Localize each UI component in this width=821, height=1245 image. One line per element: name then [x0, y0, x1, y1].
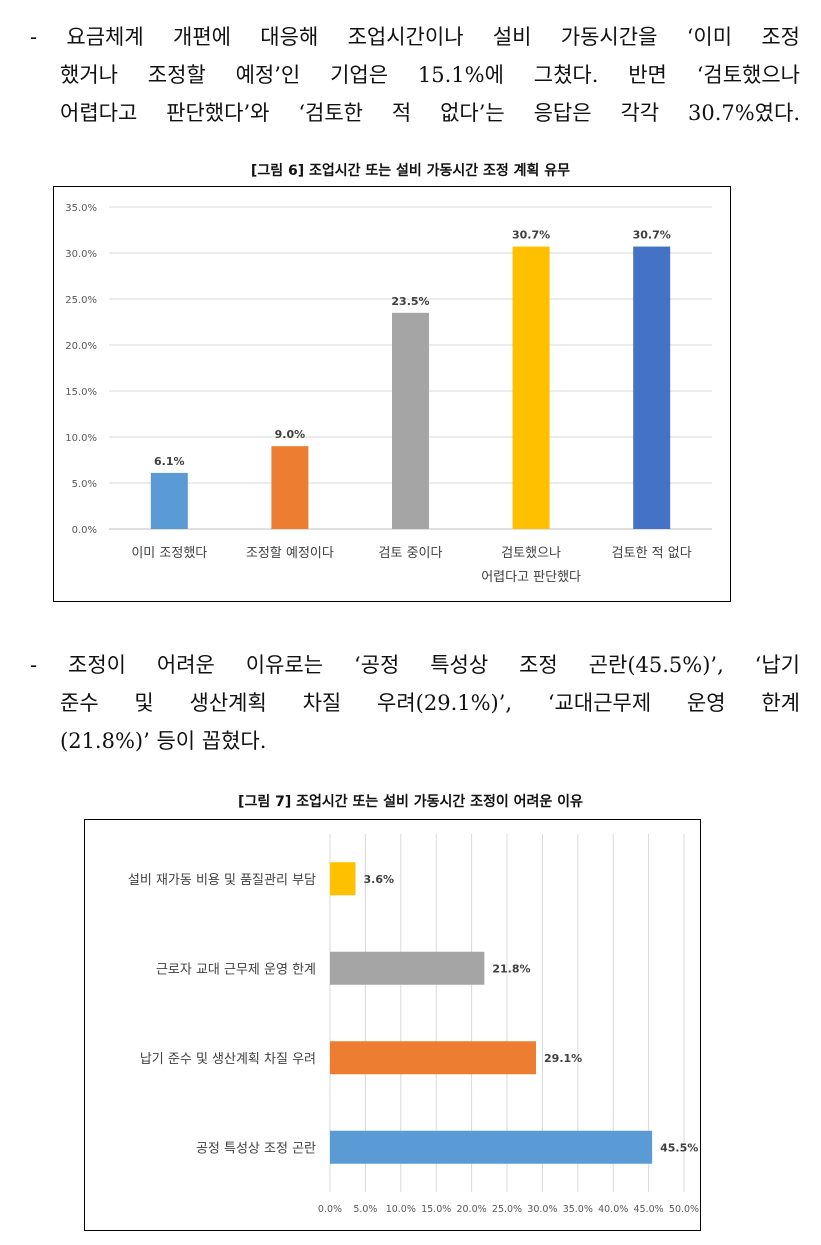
- paragraph-2-line-1: - 조정이 어려운 이유로는 ‘공정 특성상 조정 곤란(45.5%)’, ‘납…: [30, 653, 800, 677]
- data-label: 6.1%: [154, 455, 185, 468]
- x-tick-label: 20.0%: [457, 1204, 487, 1215]
- paragraph-1-line-2: 했거나 조정할 예정’인 기업은 15.1%에 그쳤다. 반면 ‘검토했으나: [60, 63, 800, 87]
- y-tick-label: 5.0%: [72, 479, 97, 490]
- y-tick-label: 30.0%: [65, 249, 97, 260]
- bar: [150, 472, 188, 529]
- data-label: 30.7%: [633, 229, 671, 242]
- paragraph-2-line-3: (21.8%)’ 등이 꼽혔다.: [60, 729, 267, 753]
- data-label: 45.5%: [660, 1141, 698, 1154]
- x-tick-label: 35.0%: [563, 1204, 593, 1215]
- x-tick-label: 40.0%: [598, 1204, 628, 1215]
- x-tick-label: 50.0%: [669, 1204, 699, 1215]
- paragraph-1-line-1: - 요금체계 개편에 대응해 조업시간이나 설비 가동시간을 ‘이미 조정: [30, 25, 800, 49]
- y-tick-label: 20.0%: [65, 341, 97, 352]
- y-tick-label: 15.0%: [65, 387, 97, 398]
- data-label: 29.1%: [544, 1052, 582, 1065]
- figure-7-caption: [그림 7] 조업시간 또는 설비 가동시간 조정이 어려운 이유: [238, 794, 583, 810]
- x-tick-label: 검토한 적 없다: [612, 546, 692, 561]
- y-tick-label: 35.0%: [65, 203, 97, 214]
- y-tick-label: 25.0%: [65, 295, 97, 306]
- data-label: 23.5%: [391, 295, 429, 308]
- y-tick-label: 0.0%: [72, 525, 97, 536]
- bar: [330, 1041, 537, 1075]
- bar: [392, 312, 429, 529]
- data-label: 30.7%: [512, 229, 550, 242]
- bar: [512, 246, 550, 529]
- x-tick-label: 25.0%: [492, 1204, 522, 1215]
- bar: [271, 446, 309, 529]
- data-label: 21.8%: [492, 962, 530, 975]
- x-tick-label: 어렵다고 판단했다: [481, 569, 581, 585]
- data-label: 9.0%: [275, 428, 306, 441]
- y-tick-label: 10.0%: [65, 433, 97, 444]
- bar: [330, 862, 356, 896]
- y-tick-label: 근로자 교대 근무제 운영 한계: [156, 962, 316, 977]
- figure-7-svg: 0.0% 5.0% 10.0% 15.0% 20.0% 25.0% 30.0% 35.0% 40…: [128, 834, 699, 1215]
- y-tick-label: 납기 준수 및 생산계획 차질 우려: [140, 1052, 316, 1067]
- x-tick-label: 45.0%: [634, 1204, 664, 1215]
- bar: [633, 246, 671, 529]
- x-tick-label: 5.0%: [353, 1204, 377, 1215]
- x-tick-label: 0.0%: [318, 1204, 342, 1215]
- figure-6-chart: 0.0% 5.0% 10.0% 15.0% 20.0% 25.0% 30.0% 35.0% 6.…: [53, 186, 731, 602]
- x-tick-label: 10.0%: [386, 1204, 416, 1215]
- x-tick-label: 이미 조정했다: [131, 545, 207, 561]
- y-tick-label: 공정 특성상 조정 곤란: [196, 1141, 316, 1156]
- x-tick-label: 검토했으나: [501, 545, 561, 561]
- paragraph-1-line-3: 어렵다고 판단했다’와 ‘검토한 적 없다’는 응답은 각각 30.7%였다.: [60, 101, 800, 125]
- x-tick-label: 15.0%: [421, 1204, 451, 1215]
- paragraph-2: - 조정이 어려운 이유로는 ‘공정 특성상 조정 곤란(45.5%)’, ‘납…: [30, 646, 800, 760]
- x-tick-label: 30.0%: [527, 1204, 557, 1215]
- data-label: 3.6%: [363, 873, 394, 886]
- x-tick-label: 검토 중이다: [379, 546, 443, 561]
- figure-6-svg: 0.0% 5.0% 10.0% 15.0% 20.0% 25.0% 30.0% 35.0% 6.…: [65, 203, 712, 585]
- bar: [330, 951, 485, 985]
- figure-6-caption: [그림 6] 조업시간 또는 설비 가동시간 조정 계획 유무: [250, 163, 571, 179]
- figure-7-chart: 0.0% 5.0% 10.0% 15.0% 20.0% 25.0% 30.0% 35.0% 40…: [84, 819, 701, 1231]
- x-tick-label: 조정할 예정이다: [246, 546, 334, 561]
- bar: [330, 1130, 653, 1164]
- paragraph-1: - 요금체계 개편에 대응해 조업시간이나 설비 가동시간을 ‘이미 조정 했거…: [30, 18, 800, 132]
- y-tick-label: 설비 재가동 비용 및 품질관리 부담: [128, 873, 316, 888]
- paragraph-2-line-2: 준수 및 생산계획 차질 우려(29.1%)’, ‘교대근무제 운영 한계: [60, 691, 800, 715]
